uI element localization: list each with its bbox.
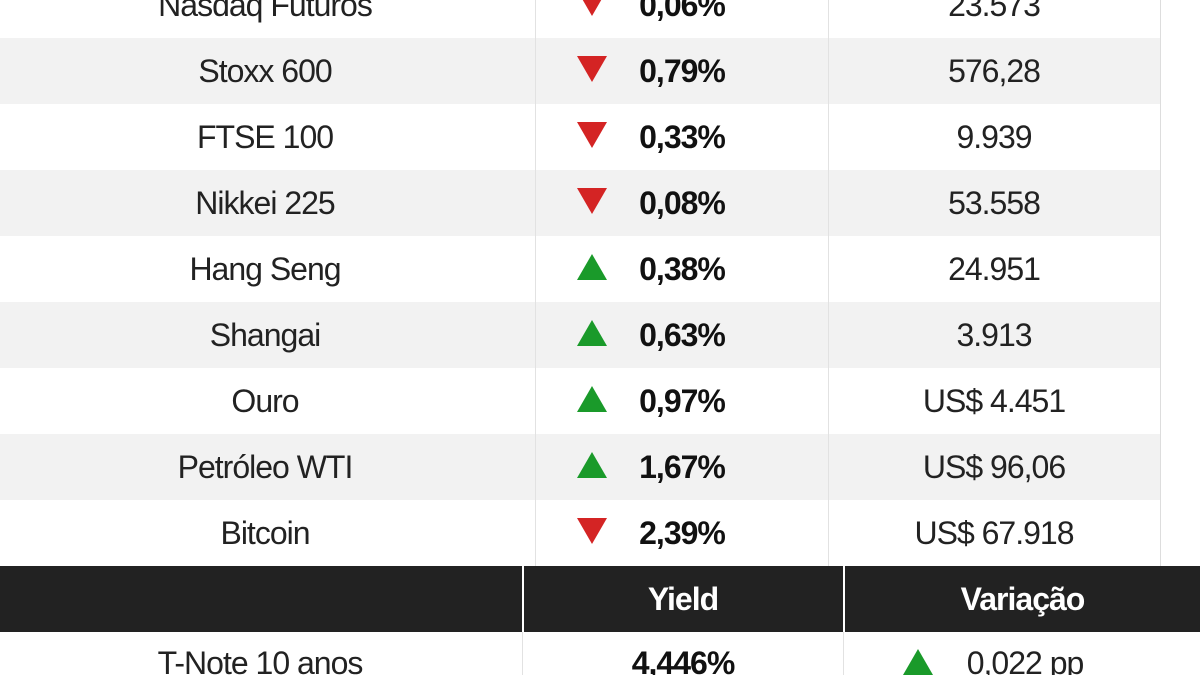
table-row: Shangai 0,63% 3.913 (0, 302, 1161, 368)
price: US$ 67.918 (914, 514, 1074, 551)
asset-name: Stoxx 600 (198, 52, 332, 89)
arrow-down (577, 56, 607, 82)
asset-name: Petróleo WTI (177, 448, 354, 485)
price: US$ 96,06 (922, 448, 1066, 485)
bond-row: T-Note 10 anos 4,446% 0,022 pp (0, 632, 1200, 675)
divider (535, 500, 536, 566)
divider (535, 368, 536, 434)
divider (828, 38, 829, 104)
asset-name: Nasdaq Futuros (158, 0, 373, 23)
arrow-down (582, 0, 602, 16)
divider (522, 632, 523, 675)
header-cell: Variação (960, 580, 1086, 617)
change: 2,39% (639, 514, 726, 551)
price: 3.913 (956, 316, 1032, 353)
price: 53.558 (948, 184, 1041, 221)
divider (535, 236, 536, 302)
asset-name: Bitcoin (220, 514, 310, 551)
yield: 4,446% (631, 644, 736, 675)
arrow-up (577, 386, 607, 412)
change: 0,06% (639, 0, 726, 23)
arrow-up (577, 320, 607, 346)
price: 576,28 (948, 52, 1041, 89)
change: 0,63% (639, 316, 726, 353)
table-row: Ouro 0,97% US$ 4.451 (0, 368, 1161, 434)
divider (828, 302, 829, 368)
change: 1,67% (639, 448, 726, 485)
price: 24.951 (948, 250, 1041, 287)
arrow-down (577, 518, 607, 544)
divider (828, 104, 829, 170)
change: 0,97% (639, 382, 726, 419)
divider (535, 302, 536, 368)
table-row: Bitcoin 2,39% US$ 67.918 (0, 500, 1161, 566)
table-row: Stoxx 600 0,79% 576,28 (0, 38, 1161, 104)
divider (828, 500, 829, 566)
asset-name: Ouro (231, 382, 299, 419)
divider (828, 368, 829, 434)
arrow-up (577, 452, 607, 478)
asset-name: Hang Seng (189, 250, 341, 287)
divider (535, 0, 536, 38)
divider (535, 38, 536, 104)
asset-name: FTSE 100 (196, 118, 334, 155)
table-row: Nikkei 225 0,08% 53.558 (0, 170, 1161, 236)
table-row: FTSE 100 0,33% 9.939 (0, 104, 1161, 170)
change: 0,33% (639, 118, 726, 155)
divider (843, 632, 844, 675)
table-row: Petróleo WTI 1,67% US$ 96,06 (0, 434, 1161, 500)
divider (843, 566, 845, 632)
change: 0,38% (639, 250, 726, 287)
arrow-up (903, 649, 933, 675)
bond-name: T-Note 10 anos (157, 644, 364, 675)
asset-name: Nikkei 225 (195, 184, 335, 221)
bond-header: Yield Variação (0, 566, 1200, 632)
arrow-up (577, 254, 607, 280)
divider (828, 434, 829, 500)
header-cell: Yield (647, 580, 719, 617)
price: US$ 4.451 (922, 382, 1066, 419)
divider (828, 236, 829, 302)
arrow-down (577, 188, 607, 214)
asset-name: Shangai (209, 316, 321, 353)
divider (535, 104, 536, 170)
divider (828, 170, 829, 236)
divider (828, 0, 829, 38)
divider (535, 434, 536, 500)
bond-change: 0,022 pp (966, 644, 1085, 675)
divider (522, 566, 524, 632)
change: 0,79% (639, 52, 726, 89)
arrow-down (577, 122, 607, 148)
divider (535, 170, 536, 236)
table-row: Nasdaq Futuros 0,06% 23.573 (0, 0, 1161, 38)
change: 0,08% (639, 184, 726, 221)
price: 9.939 (956, 118, 1032, 155)
price: 23.573 (948, 0, 1041, 23)
table-row: Hang Seng 0,38% 24.951 (0, 236, 1161, 302)
